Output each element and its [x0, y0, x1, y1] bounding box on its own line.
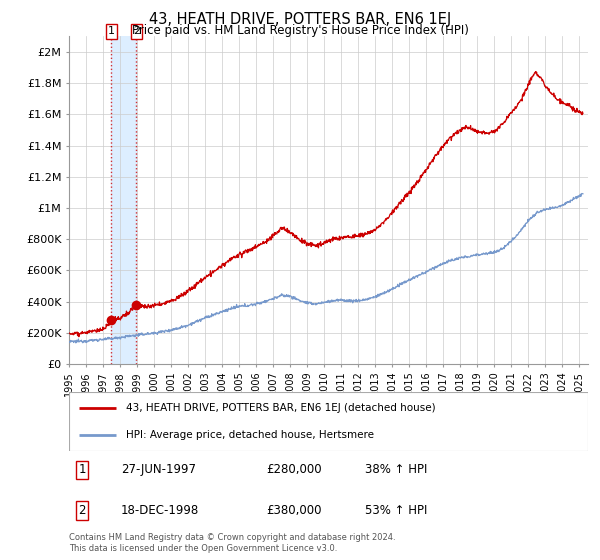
Text: 18-DEC-1998: 18-DEC-1998	[121, 504, 199, 517]
Text: Price paid vs. HM Land Registry's House Price Index (HPI): Price paid vs. HM Land Registry's House …	[131, 24, 469, 36]
Text: 43, HEATH DRIVE, POTTERS BAR, EN6 1EJ (detached house): 43, HEATH DRIVE, POTTERS BAR, EN6 1EJ (d…	[126, 403, 436, 413]
Text: HPI: Average price, detached house, Hertsmere: HPI: Average price, detached house, Hert…	[126, 430, 374, 440]
Text: 2: 2	[133, 26, 140, 36]
Text: £380,000: £380,000	[266, 504, 322, 517]
Text: 38% ↑ HPI: 38% ↑ HPI	[365, 463, 427, 476]
Text: 2: 2	[78, 504, 86, 517]
Text: £280,000: £280,000	[266, 463, 322, 476]
Bar	[112, 36, 136, 364]
Text: 1: 1	[108, 26, 115, 36]
Text: 27-JUN-1997: 27-JUN-1997	[121, 463, 196, 476]
Text: Contains HM Land Registry data © Crown copyright and database right 2024.
This d: Contains HM Land Registry data © Crown c…	[69, 533, 395, 553]
Text: 1: 1	[78, 463, 86, 476]
Text: 53% ↑ HPI: 53% ↑ HPI	[365, 504, 427, 517]
Text: 43, HEATH DRIVE, POTTERS BAR, EN6 1EJ: 43, HEATH DRIVE, POTTERS BAR, EN6 1EJ	[149, 12, 451, 27]
